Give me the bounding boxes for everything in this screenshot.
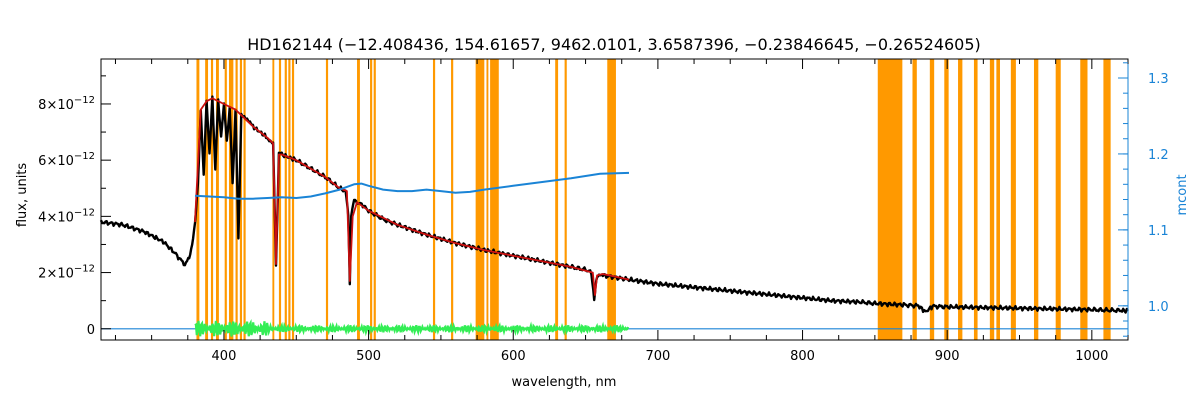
mask-band-22 — [490, 59, 499, 340]
y-axis-label: flux, units — [15, 163, 30, 228]
mask-band-33 — [996, 59, 1000, 340]
mask-band-24 — [564, 59, 567, 340]
mask-band-16 — [370, 59, 373, 340]
y2-axis-label: mcont — [1175, 174, 1190, 215]
mask-band-0 — [196, 59, 200, 340]
y-tick-label-1: 2×10−12 — [38, 264, 95, 282]
x-tick-label-3: 700 — [645, 349, 670, 364]
mask-bands — [196, 59, 1111, 340]
y-axis-ticks: 0 2×10−12 4×10−12 6×10−12 8×10−12 — [38, 75, 111, 338]
chart-title: HD162144 (−12.408436, 154.61657, 9462.01… — [247, 35, 981, 54]
y2-tick-label-0: 1.0 — [1148, 300, 1169, 315]
x-tick-label-4: 800 — [790, 349, 815, 364]
mask-band-13 — [291, 59, 295, 340]
y-tick-label-0: 0 — [87, 323, 95, 338]
residual-series — [194, 318, 630, 337]
mask-band-11 — [284, 59, 287, 340]
model-series — [194, 97, 630, 296]
mask-band-1 — [205, 59, 209, 340]
series-lines — [99, 95, 1129, 337]
x-tick-label-0: 400 — [212, 349, 237, 364]
x-tick-label-6: 1000 — [1075, 349, 1108, 364]
mcont-series — [194, 171, 630, 200]
mask-band-17 — [373, 59, 376, 340]
mask-band-3 — [215, 59, 219, 340]
mask-band-32 — [989, 59, 995, 340]
mask-band-25 — [607, 59, 616, 340]
y-tick-label-3: 6×10−12 — [38, 151, 95, 169]
y-tick-label-2: 4×10−12 — [38, 207, 95, 225]
mask-band-19 — [451, 59, 454, 340]
mask-band-18 — [432, 59, 436, 340]
mask-band-28 — [929, 59, 935, 340]
mask-band-4 — [224, 59, 227, 340]
mask-band-27 — [912, 59, 917, 340]
x-axis-ticks: 400 500 600 700 800 900 1000 — [114, 59, 1129, 364]
mask-band-5 — [229, 59, 234, 340]
y2-tick-label-2: 1.2 — [1148, 148, 1169, 163]
x-axis-label: wavelength, nm — [512, 375, 617, 390]
mask-band-10 — [278, 59, 282, 340]
y-tick-label-4: 8×10−12 — [38, 95, 95, 113]
mask-band-20 — [475, 59, 485, 340]
y2-tick-label-3: 1.3 — [1148, 72, 1169, 87]
mask-band-37 — [1080, 59, 1088, 340]
mask-band-34 — [1010, 59, 1016, 340]
x-tick-label-2: 600 — [501, 349, 526, 364]
y2-axis-ticks: 1.0 1.1 1.2 1.3 — [1118, 62, 1169, 337]
mask-band-29 — [944, 59, 949, 340]
mask-band-36 — [1055, 59, 1061, 340]
mask-band-26 — [877, 59, 903, 340]
mask-band-31 — [973, 59, 978, 340]
mask-band-38 — [1103, 59, 1111, 340]
mask-band-21 — [486, 59, 489, 340]
mask-band-35 — [1033, 59, 1039, 340]
mask-band-14 — [325, 59, 329, 340]
mask-band-23 — [555, 59, 559, 340]
y2-tick-label-1: 1.1 — [1148, 224, 1169, 239]
mask-band-15 — [357, 59, 360, 340]
mask-band-12 — [288, 59, 291, 340]
x-tick-label-1: 500 — [356, 349, 381, 364]
x-tick-label-5: 900 — [935, 349, 960, 364]
mask-band-30 — [958, 59, 963, 340]
mask-band-2 — [210, 59, 214, 340]
